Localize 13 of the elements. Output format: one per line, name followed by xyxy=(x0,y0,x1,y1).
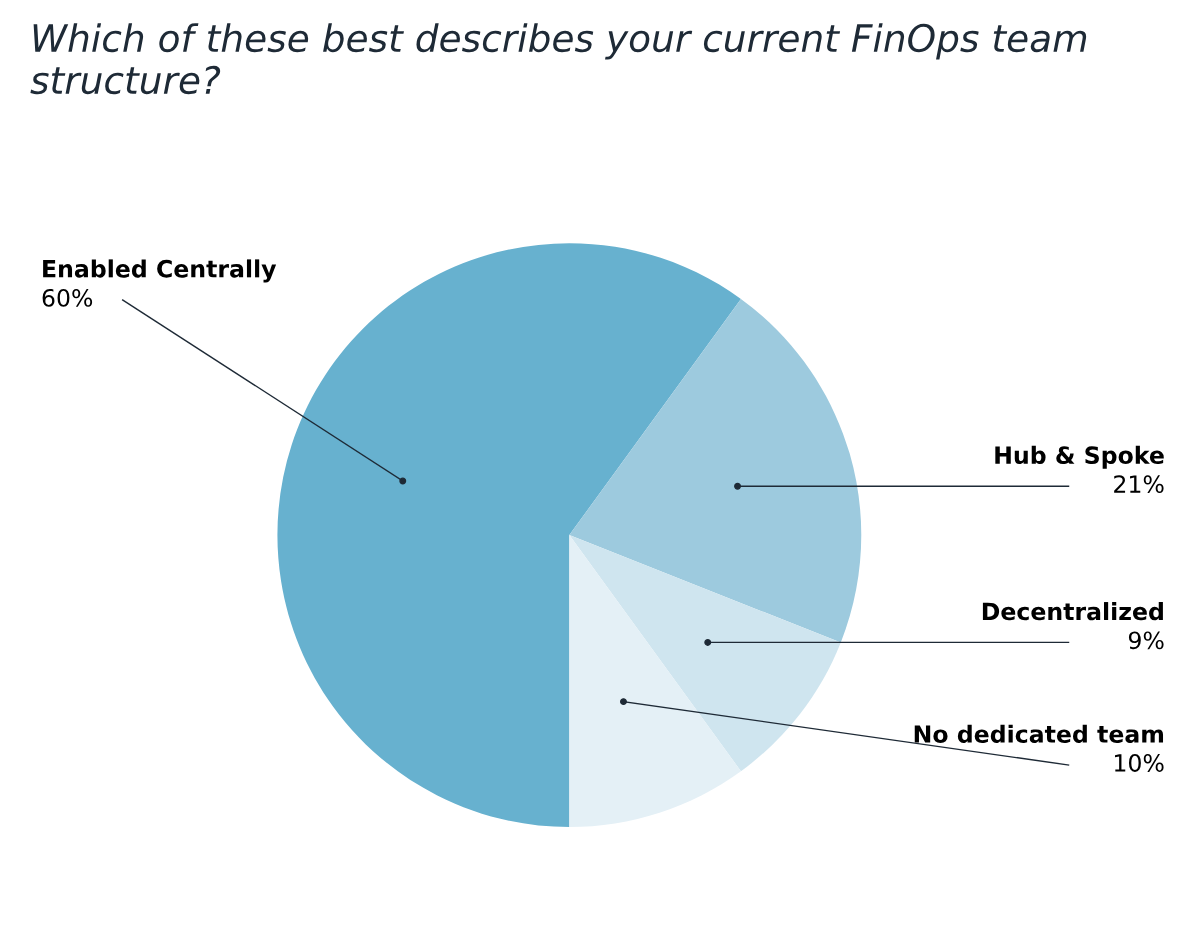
data-label: 9% xyxy=(1128,631,1164,650)
slice-label: Decentralized xyxy=(982,602,1163,621)
pie-slice xyxy=(569,298,862,643)
data-label: 21% xyxy=(1114,475,1164,494)
slice-label: No dedicated team xyxy=(914,724,1164,743)
pie-slice xyxy=(277,243,741,827)
slice-label: Hub & Spoke xyxy=(995,445,1164,469)
pie-slice xyxy=(569,535,841,772)
data-label: 10% xyxy=(1115,754,1164,772)
chart-title: Which of these best describes your current FinOps team structure? xyxy=(30,23,1087,95)
data-label: 60% xyxy=(42,288,93,307)
slice-label: Enabled Centrally xyxy=(43,259,277,283)
pie-slice xyxy=(569,535,741,827)
